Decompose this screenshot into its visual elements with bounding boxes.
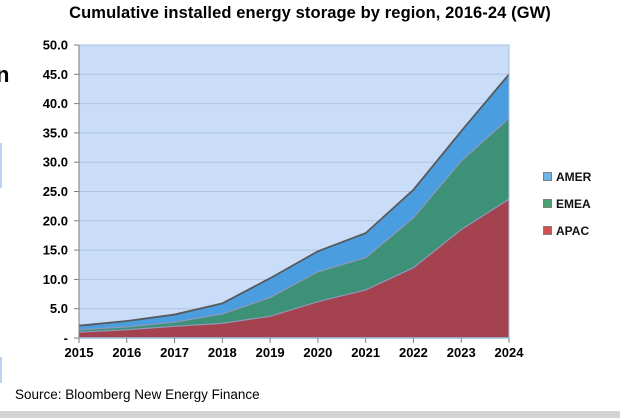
legend-swatch-apac-icon bbox=[543, 226, 552, 235]
legend-label-amer: AMER bbox=[556, 169, 592, 184]
legend-swatch-amer-icon bbox=[543, 172, 552, 181]
cropped-edge-text: n bbox=[0, 62, 10, 87]
window-bottom-edge bbox=[0, 411, 620, 418]
x-tick-label: 2023 bbox=[447, 345, 476, 360]
legend-label-apac: APAC bbox=[556, 223, 590, 238]
area-series-apac bbox=[79, 199, 509, 338]
x-tick-label: 2015 bbox=[65, 345, 94, 360]
x-tick-label: 2019 bbox=[256, 345, 285, 360]
cropped-edge-line-bottom bbox=[0, 357, 2, 383]
y-tick-label: 15.0 bbox=[43, 243, 68, 258]
y-tick-label: 5.0 bbox=[50, 301, 68, 316]
x-tick-label: 2024 bbox=[495, 345, 525, 360]
x-tick-label: 2018 bbox=[208, 345, 237, 360]
chart-title: Cumulative installed energy storage by r… bbox=[69, 4, 551, 22]
legend-item-amer: AMER bbox=[543, 163, 591, 190]
y-tick-label: - bbox=[64, 331, 68, 346]
y-tick-label: 45.0 bbox=[43, 67, 68, 82]
chart-legend: AMER EMEA APAC bbox=[543, 163, 591, 244]
area-series-emea bbox=[79, 118, 509, 333]
x-tick-label: 2020 bbox=[303, 345, 332, 360]
legend-item-emea: EMEA bbox=[543, 190, 591, 217]
y-tick-label: 10.0 bbox=[43, 272, 68, 287]
total-outline bbox=[78, 73, 510, 327]
y-tick-label: 40.0 bbox=[43, 96, 68, 111]
y-tick-label: 30.0 bbox=[43, 155, 68, 170]
legend-label-emea: EMEA bbox=[556, 196, 591, 211]
stacked-area-chart: 50.0 45.0 40.0 35.0 30.0 25.0 20.0 15.0 10.0 5.0 -… bbox=[43, 38, 525, 361]
y-tick-label: 25.0 bbox=[43, 184, 68, 199]
source-attribution: Source: Bloomberg New Energy Finance bbox=[15, 387, 260, 402]
x-tick-label: 2016 bbox=[112, 345, 141, 360]
legend-swatch-emea-icon bbox=[543, 199, 552, 208]
area-series-amer bbox=[79, 74, 509, 330]
legend-item-apac: APAC bbox=[543, 217, 591, 244]
y-tick-label: 50.0 bbox=[43, 38, 68, 53]
y-tick-label: 35.0 bbox=[43, 125, 68, 140]
series-boundary bbox=[78, 117, 510, 331]
cropped-edge-line-top bbox=[0, 143, 2, 188]
x-tick-label: 2021 bbox=[351, 345, 380, 360]
y-tick-label: 20.0 bbox=[43, 213, 68, 228]
x-tick-label: 2017 bbox=[160, 345, 189, 360]
x-tick-label: 2022 bbox=[399, 345, 428, 360]
series-boundary bbox=[78, 198, 510, 333]
